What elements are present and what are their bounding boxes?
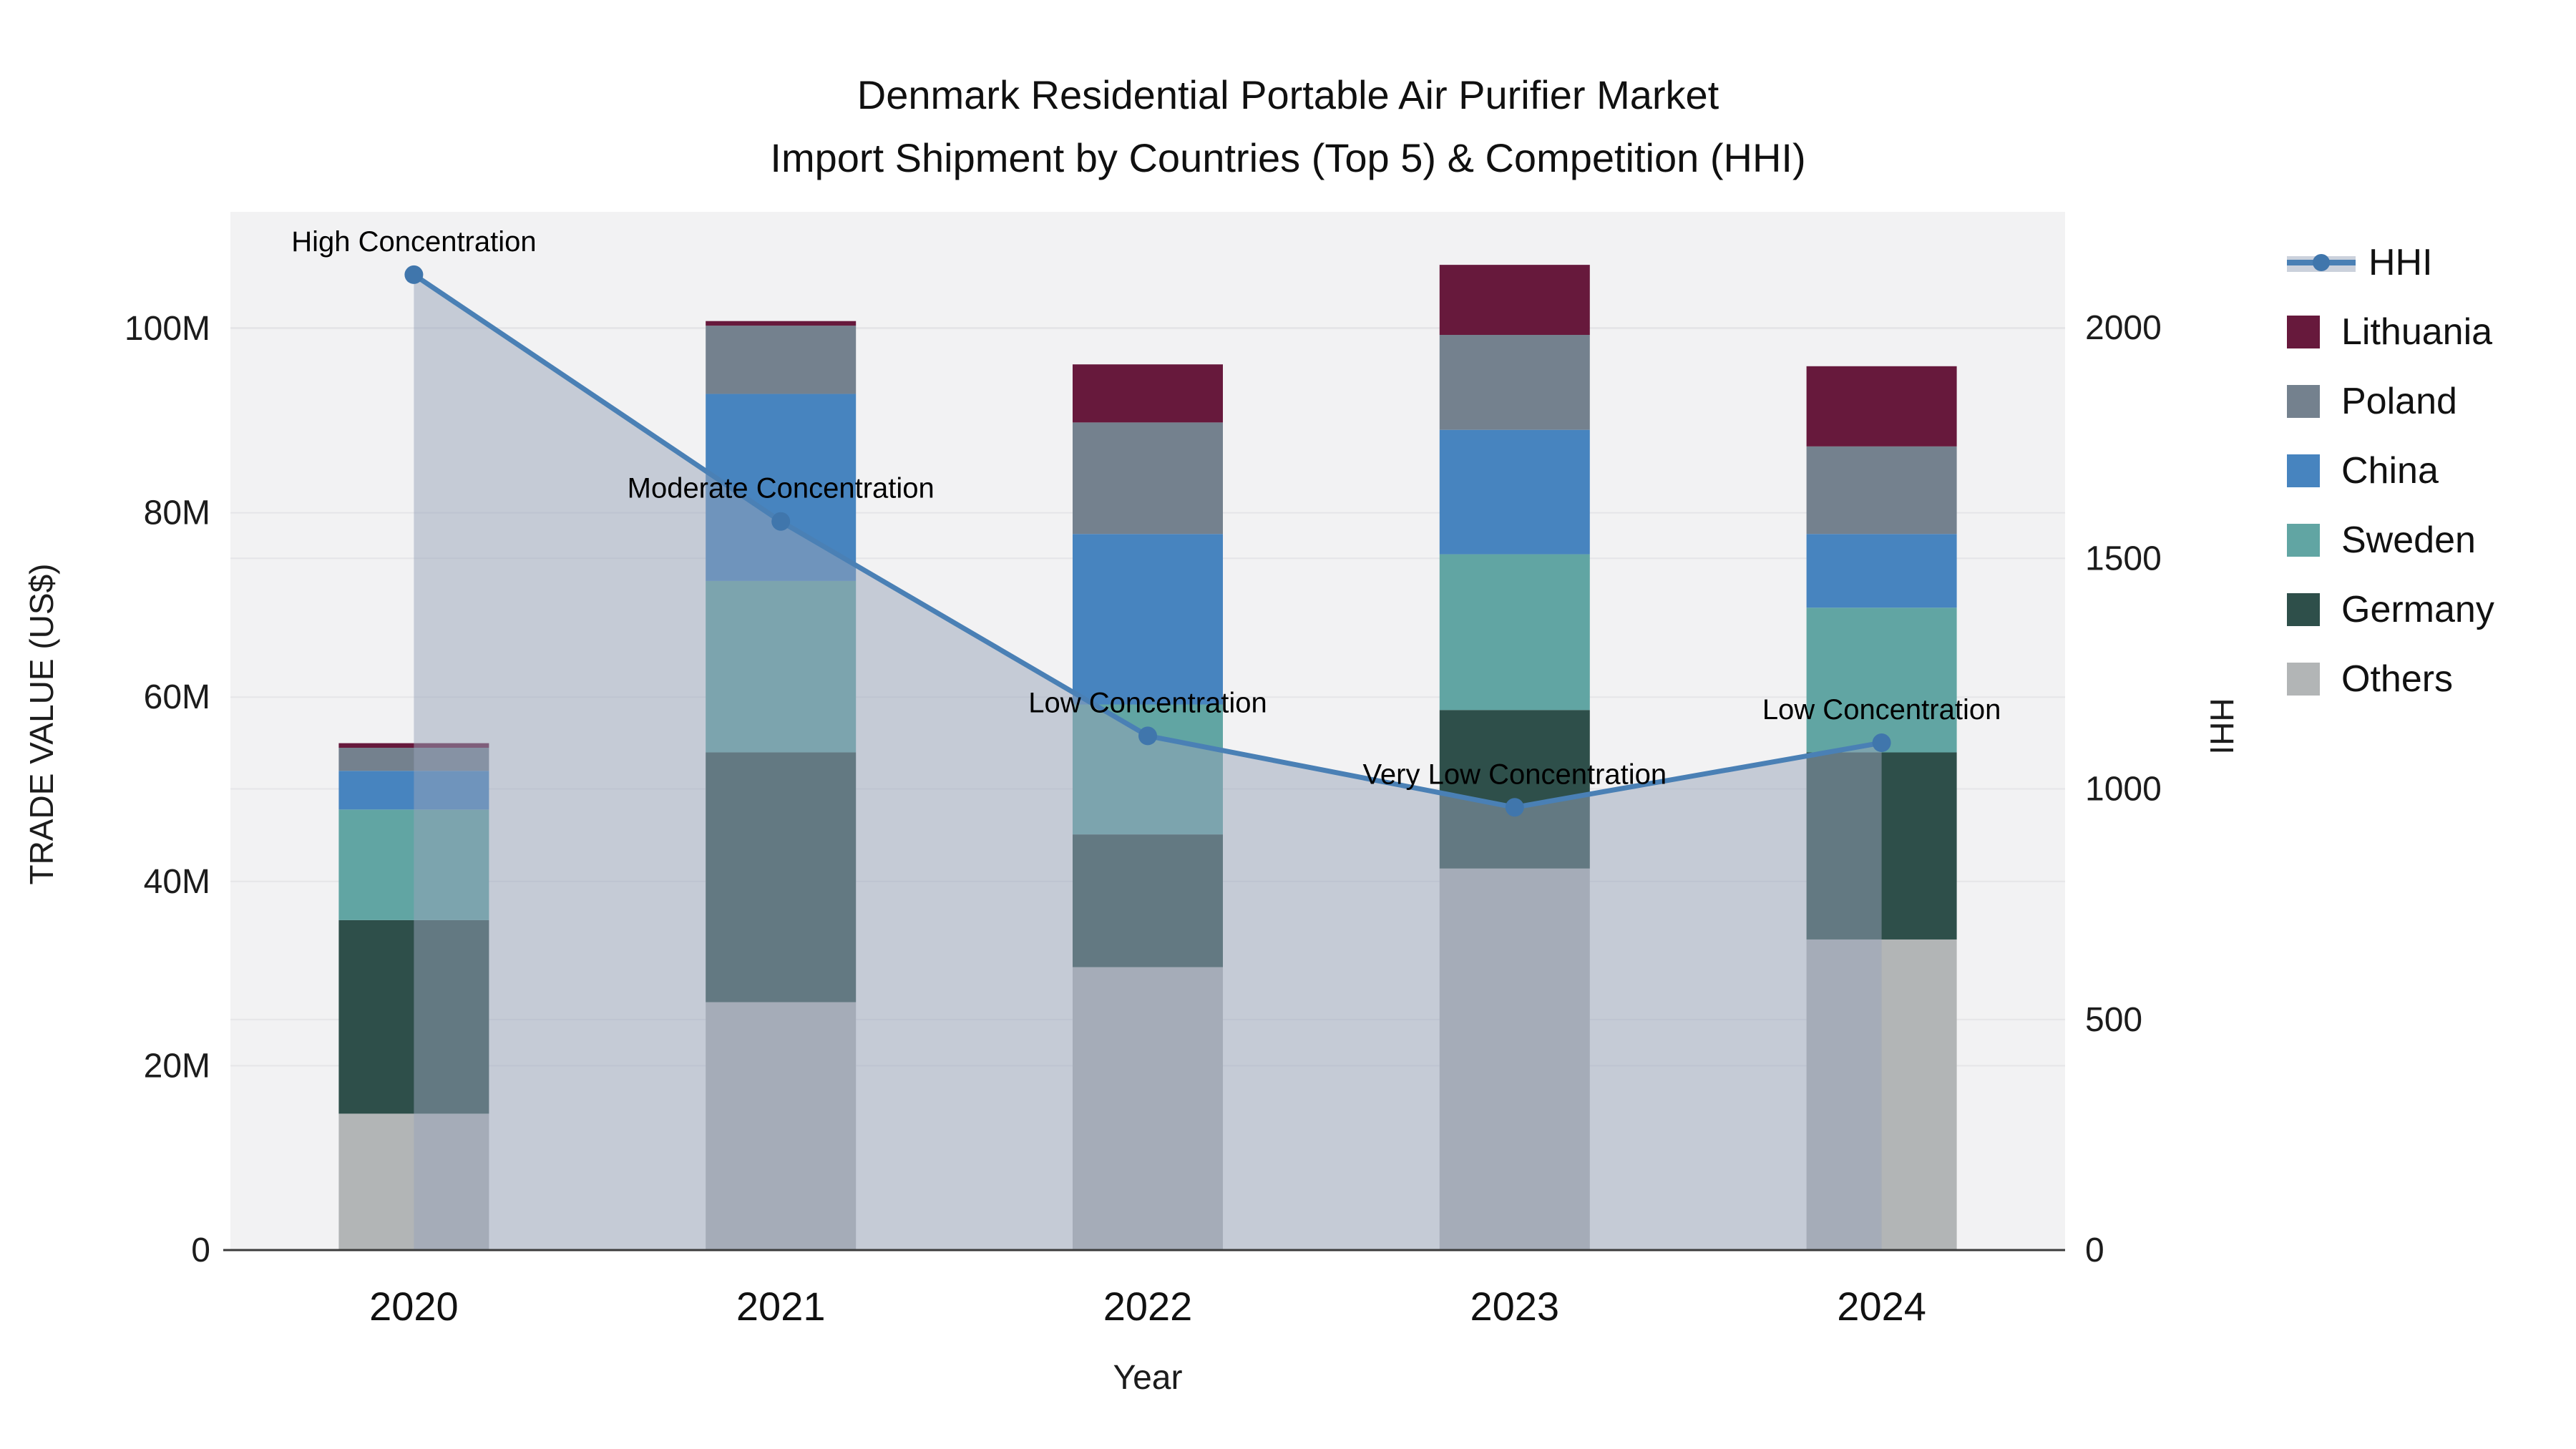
legend-swatch-poland xyxy=(2287,384,2320,418)
y-axis-right-title: HHI xyxy=(2203,698,2240,755)
legend-swatch-others xyxy=(2287,662,2320,696)
y-axis-left-title: TRADE VALUE (US$) xyxy=(23,563,60,885)
bar-segment-2021-poland xyxy=(706,326,857,394)
hhi-marker-2020 xyxy=(404,265,424,284)
legend-label-sweden: Sweden xyxy=(2341,519,2476,561)
hhi-marker-2024 xyxy=(1872,733,1891,753)
legend-item-lithuania[interactable]: Lithuania xyxy=(2287,297,2494,366)
y-left-tick-60: 60M xyxy=(144,678,210,716)
hhi-marker-2023 xyxy=(1505,798,1524,817)
bar-segment-2023-sweden xyxy=(1439,554,1590,711)
annotation-2021: Moderate Concentration xyxy=(628,473,935,504)
legend-swatch-china xyxy=(2287,454,2320,487)
bar-segment-2024-china xyxy=(1806,534,1957,608)
legend-label-poland: Poland xyxy=(2341,380,2457,422)
bar-segment-2024-lithuania xyxy=(1806,366,1957,447)
bar-segment-2022-lithuania xyxy=(1073,364,1223,423)
bar-segment-2023-china xyxy=(1439,429,1590,555)
x-axis-title: Year xyxy=(1113,1359,1183,1397)
annotation-2024: Low Concentration xyxy=(1762,694,2001,726)
bar-segment-2023-poland xyxy=(1439,335,1590,430)
bar-segment-2024-sweden xyxy=(1806,608,1957,753)
x-tick-2022: 2022 xyxy=(1103,1284,1193,1329)
bar-segment-2024-poland xyxy=(1806,446,1957,535)
bar-segment-2022-china xyxy=(1073,534,1223,705)
chart-title-line1: Denmark Residential Portable Air Purifie… xyxy=(857,72,1719,117)
hhi-marker-2021 xyxy=(771,512,791,531)
hhi-area-fill xyxy=(414,274,1882,1250)
y-left-tick-20: 20M xyxy=(144,1047,210,1085)
x-tick-2021: 2021 xyxy=(736,1284,826,1329)
legend-item-poland[interactable]: Poland xyxy=(2287,366,2494,436)
bar-segment-2022-poland xyxy=(1073,422,1223,535)
y-left-tick-100: 100M xyxy=(125,310,210,348)
annotation-2020: High Concentration xyxy=(291,226,536,258)
annotation-2022: Low Concentration xyxy=(1028,687,1267,718)
legend-swatch-lithuania xyxy=(2287,315,2320,348)
y-right-tick-1500: 1500 xyxy=(2085,540,2162,577)
y-left-tick-80: 80M xyxy=(144,494,210,532)
legend-label-lithuania: Lithuania xyxy=(2341,311,2493,353)
hhi-marker-2022 xyxy=(1138,726,1157,746)
y-right-tick-1000: 1000 xyxy=(2085,771,2162,809)
y-right-tick-500: 500 xyxy=(2085,1001,2142,1039)
y-right-tick-2000: 2000 xyxy=(2085,309,2162,347)
legend-item-china[interactable]: China xyxy=(2287,436,2494,505)
legend-item-hhi[interactable]: HHI xyxy=(2287,228,2494,297)
y-left-tick-40: 40M xyxy=(144,863,210,901)
legend: HHI Lithuania Poland China Sweden Germany Othe… xyxy=(2287,228,2494,713)
legend-label-others: Others xyxy=(2341,658,2454,700)
legend-item-germany[interactable]: Germany xyxy=(2287,575,2494,644)
legend-item-others[interactable]: Others xyxy=(2287,644,2494,713)
y-right-tick-0: 0 xyxy=(2085,1231,2104,1269)
annotation-2023: Very Low Concentration xyxy=(1362,758,1667,790)
legend-label-germany: Germany xyxy=(2341,588,2494,630)
legend-label-china: China xyxy=(2341,449,2439,492)
hhi-line-sample-icon xyxy=(2287,246,2356,279)
y-left-tick-0: 0 xyxy=(191,1231,210,1269)
x-tick-2020: 2020 xyxy=(369,1284,459,1329)
bar-segment-2023-lithuania xyxy=(1439,265,1590,336)
legend-label-hhi: HHI xyxy=(2368,241,2433,283)
legend-swatch-germany xyxy=(2287,592,2320,626)
x-tick-2024: 2024 xyxy=(1837,1284,1926,1329)
chart-title-line2: Import Shipment by Countries (Top 5) & C… xyxy=(770,135,1806,180)
bar-segment-2021-lithuania xyxy=(706,321,857,326)
x-tick-2023: 2023 xyxy=(1470,1284,1560,1329)
legend-swatch-sweden xyxy=(2287,523,2320,557)
legend-item-sweden[interactable]: Sweden xyxy=(2287,505,2494,575)
